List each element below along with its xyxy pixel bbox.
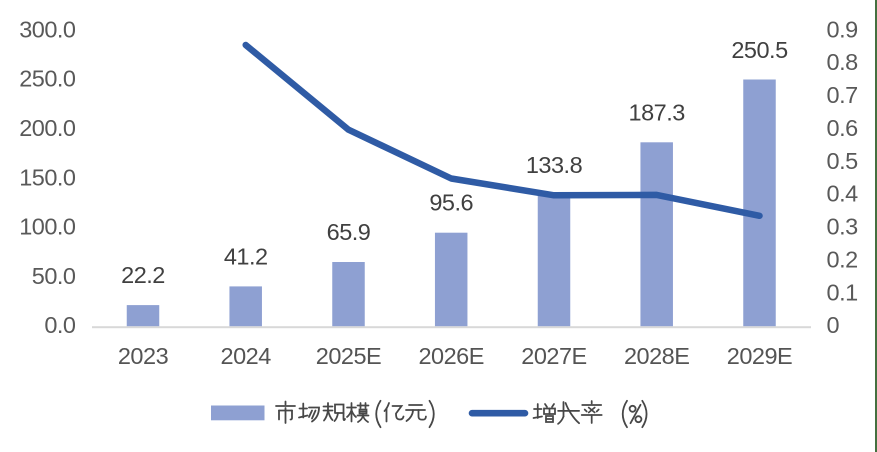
svg-text:95.6: 95.6: [429, 190, 473, 216]
svg-text:2027E: 2027E: [521, 343, 586, 369]
svg-text:0.5: 0.5: [827, 148, 859, 174]
svg-text:133.8: 133.8: [526, 152, 583, 178]
svg-text:2025E: 2025E: [316, 343, 381, 369]
svg-text:2023: 2023: [118, 343, 169, 369]
svg-text:0.2: 0.2: [827, 246, 858, 272]
svg-text:0.8: 0.8: [827, 49, 859, 75]
svg-text:2024: 2024: [221, 343, 272, 369]
svg-text:0.0: 0.0: [44, 312, 76, 338]
svg-text:22.2: 22.2: [121, 262, 165, 288]
svg-text:2029E: 2029E: [727, 343, 792, 369]
svg-text:0.4: 0.4: [827, 181, 859, 207]
svg-text:50.0: 50.0: [32, 263, 76, 289]
svg-text:187.3: 187.3: [629, 99, 686, 125]
svg-text:200.0: 200.0: [19, 115, 76, 141]
svg-text:0.9: 0.9: [827, 16, 858, 42]
svg-text:41.2: 41.2: [224, 243, 268, 269]
svg-text:65.9: 65.9: [327, 219, 371, 245]
svg-text:0.3: 0.3: [827, 214, 859, 240]
svg-text:250.5: 250.5: [731, 37, 788, 63]
svg-text:0: 0: [827, 312, 840, 338]
svg-text:0.6: 0.6: [827, 115, 859, 141]
svg-text:2028E: 2028E: [624, 343, 689, 369]
svg-text:150.0: 150.0: [19, 164, 76, 190]
svg-text:300.0: 300.0: [19, 16, 76, 42]
svg-text:0.1: 0.1: [827, 279, 858, 305]
svg-text:2026E: 2026E: [418, 343, 483, 369]
svg-text:250.0: 250.0: [19, 66, 76, 92]
svg-text:0.7: 0.7: [827, 82, 858, 108]
svg-text:100.0: 100.0: [19, 214, 76, 240]
